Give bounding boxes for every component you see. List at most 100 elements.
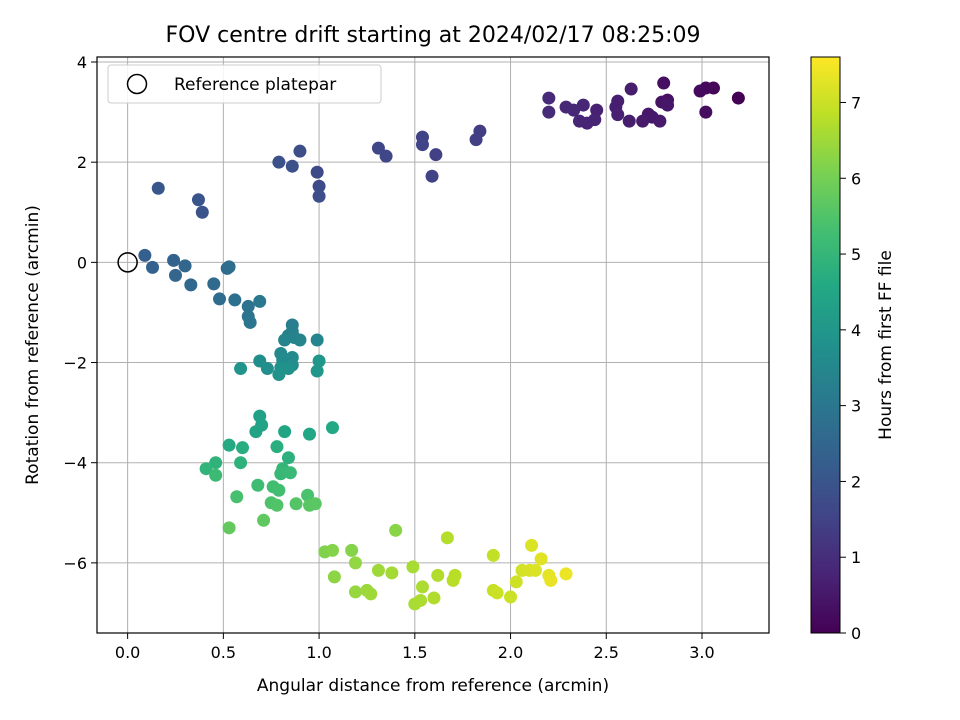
colorbar-label: Hours from first FF file (876, 250, 896, 440)
scatter-point (308, 497, 322, 511)
scatter-point (440, 531, 454, 545)
scatter-point (348, 556, 362, 570)
scatter-point (272, 483, 286, 497)
y-tick-label: 0 (77, 253, 87, 272)
scatter-point (653, 114, 667, 128)
scatter-point (209, 468, 223, 482)
scatter-point (731, 91, 745, 105)
colorbar-gradient (810, 56, 841, 634)
scatter-point (228, 293, 242, 307)
y-tick-label: 4 (77, 53, 87, 72)
legend: Reference platepar (107, 64, 382, 104)
scatter-point (146, 260, 160, 274)
scatter-point (230, 490, 244, 504)
scatter-point (283, 466, 297, 480)
colorbar-tick-label: 3 (851, 397, 861, 416)
scatter-point (542, 91, 556, 105)
scatter-point (611, 108, 625, 122)
scatter-point (281, 451, 295, 465)
x-tick-label: 2.0 (498, 643, 523, 662)
plot-background (97, 57, 769, 633)
scatter-point (281, 362, 295, 376)
scatter-point (243, 315, 257, 329)
scatter-point (542, 105, 556, 119)
scatter-point (270, 440, 284, 454)
scatter-point (236, 441, 250, 455)
scatter-point (168, 268, 182, 282)
scatter-point (622, 114, 636, 128)
scatter-point (389, 523, 403, 537)
scatter-point (364, 587, 378, 601)
legend-label-reference: Reference platepar (174, 75, 336, 95)
scatter-point (222, 521, 236, 535)
scatter-point (699, 105, 713, 119)
scatter-point (486, 548, 500, 562)
colorbar-tick-label: 6 (851, 169, 861, 188)
colorbar-tick-label: 5 (851, 245, 861, 264)
scatter-point (448, 568, 462, 582)
scatter-point (213, 292, 227, 306)
y-tick-label: 2 (77, 153, 87, 172)
scatter-point (191, 193, 205, 207)
scatter-point (348, 585, 362, 599)
scatter-point (301, 488, 315, 502)
scatter-point (278, 333, 292, 347)
colorbar-tick-label: 7 (851, 93, 861, 112)
scatter-point (312, 189, 326, 203)
scatter-point (371, 563, 385, 577)
scatter-point (325, 543, 339, 557)
scatter-point (293, 333, 307, 347)
scatter-point (576, 98, 590, 112)
x-tick-label: 3.0 (689, 643, 714, 662)
colorbar-tick-label: 2 (851, 472, 861, 491)
scatter-point (345, 543, 359, 557)
scatter-point (303, 427, 317, 441)
colorbar: 0 1 2 3 4 5 6 7 Hours from first FF file (810, 56, 896, 643)
scatter-point (195, 205, 209, 219)
reference-platepar-marker (117, 252, 138, 273)
legend-box (107, 64, 382, 104)
y-tick-label: −2 (63, 354, 87, 373)
x-tick-label: 0.5 (211, 643, 236, 662)
scatter-point (312, 179, 326, 193)
grid (97, 57, 769, 633)
scatter-point (209, 456, 223, 470)
scatter-point (274, 467, 288, 481)
scatter-point (285, 159, 299, 173)
scatter-point (257, 513, 271, 527)
scatter-point (327, 570, 341, 584)
scatter-point (272, 368, 286, 382)
scatter-point (431, 568, 445, 582)
x-axis-label: Angular distance from reference (arcmin) (257, 676, 609, 696)
colorbar-tick-label: 0 (851, 624, 861, 643)
scatter-point (693, 84, 707, 98)
colorbar-tick-label: 4 (851, 321, 861, 340)
plot-area: 0.0 0.5 1.0 1.5 2.0 2.5 3.0 −6 −4 −2 0 2 4 (63, 53, 770, 662)
y-axis-label: Rotation from reference (arcmin) (23, 205, 43, 485)
scatter-point (385, 566, 399, 580)
scatter-point (151, 181, 165, 195)
scatter-point (234, 456, 248, 470)
scatter-point (293, 144, 307, 158)
scatter-point (207, 277, 221, 291)
scatter-point (415, 138, 429, 152)
scatter-point (528, 563, 542, 577)
scatter-points (138, 76, 745, 611)
scatter-point (415, 580, 429, 594)
y-tick-label: −4 (63, 454, 87, 473)
scatter-point (490, 586, 504, 600)
colorbar-ticks: 0 1 2 3 4 5 6 7 (840, 93, 861, 643)
scatter-point (657, 76, 671, 90)
colorbar-tick-label: 1 (851, 548, 861, 567)
scatter-point (414, 593, 428, 607)
scatter-point (167, 253, 181, 267)
scatter-point (429, 148, 443, 162)
plot-frame (96, 56, 770, 634)
scatter-point (504, 590, 518, 604)
scatter-point (636, 114, 650, 128)
scatter-point (272, 155, 286, 169)
legend-marker-reference (126, 73, 148, 95)
scatter-point (559, 567, 573, 581)
y-tick-label: −6 (63, 554, 87, 573)
scatter-point (199, 462, 213, 476)
